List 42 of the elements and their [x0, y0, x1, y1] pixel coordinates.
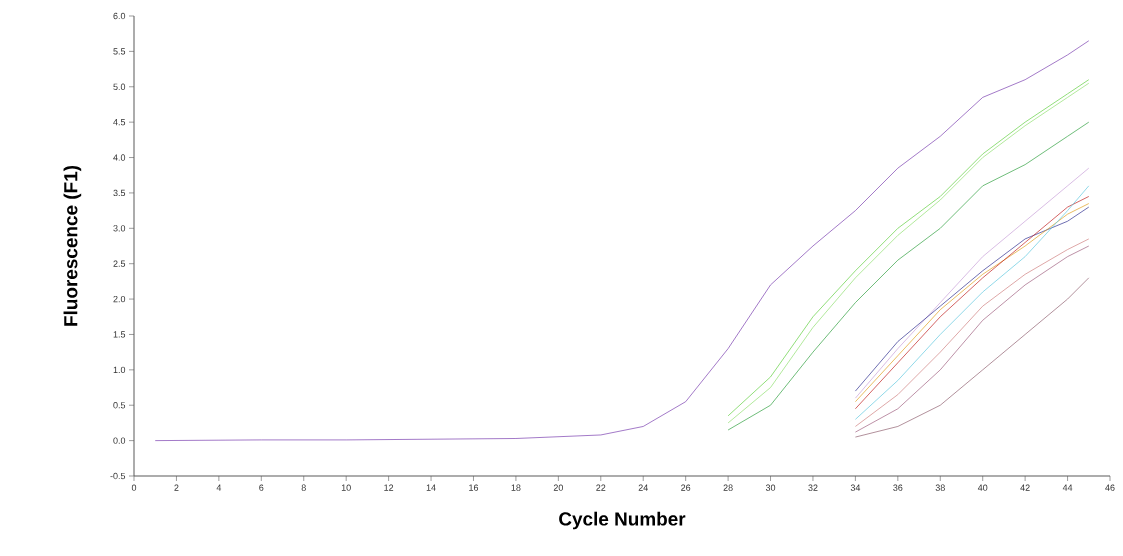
y-tick-label: 1.5: [113, 331, 126, 338]
x-tick-label: 36: [893, 484, 903, 491]
y-tick-label: 1.0: [113, 366, 126, 374]
y-tick-label: 5.5: [113, 48, 126, 55]
y-tick-label: 4.0: [113, 154, 126, 161]
x-tick-label: 2: [174, 484, 179, 491]
y-axis-title: Fluorescence (F1): [63, 165, 82, 326]
x-tick-label: 46: [1105, 484, 1115, 491]
x-tick-label: 40: [977, 484, 988, 491]
x-tick-label: 44: [1062, 484, 1073, 491]
x-tick-label: 6: [259, 484, 264, 491]
x-tick-label: 14: [426, 484, 436, 491]
x-tick-label: 26: [681, 484, 691, 491]
x-tick-label: 28: [723, 484, 733, 491]
x-tick-label: 16: [469, 484, 479, 491]
x-tick-label: 24: [638, 484, 648, 491]
y-tick-label: 3.0: [113, 225, 126, 232]
x-tick-label: 42: [1020, 484, 1030, 491]
x-tick-label: 18: [511, 484, 521, 491]
y-tick-label: 5.0: [113, 83, 126, 90]
x-tick-label: 34: [850, 484, 861, 491]
y-tick-label: 2.0: [113, 295, 126, 303]
x-tick-label: 10: [341, 484, 351, 491]
x-tick-label: 22: [596, 484, 606, 491]
y-tick-label: 0.5: [113, 402, 126, 409]
x-tick-label: 4: [216, 484, 222, 491]
line-series: [855, 167, 1090, 399]
y-tick-label: 0.0: [113, 437, 126, 444]
y-tick-label: 4.5: [113, 119, 126, 126]
y-tick-label: 6.0: [113, 12, 126, 20]
line-series: [855, 277, 1090, 438]
x-tick-label: 20: [553, 484, 563, 491]
x-tick-label: 12: [384, 484, 394, 491]
x-axis-title: Cycle Number: [559, 511, 686, 530]
x-tick-label: 32: [808, 484, 818, 491]
y-tick-label: 2.5: [113, 260, 126, 267]
x-tick-label: 0: [131, 484, 137, 491]
x-tick-label: 8: [301, 484, 306, 491]
y-tick-label: 3.5: [113, 189, 126, 197]
x-tick-label: 38: [935, 484, 945, 491]
x-tick-label: 30: [765, 484, 776, 491]
y-tick-label: -0.5: [110, 472, 126, 480]
